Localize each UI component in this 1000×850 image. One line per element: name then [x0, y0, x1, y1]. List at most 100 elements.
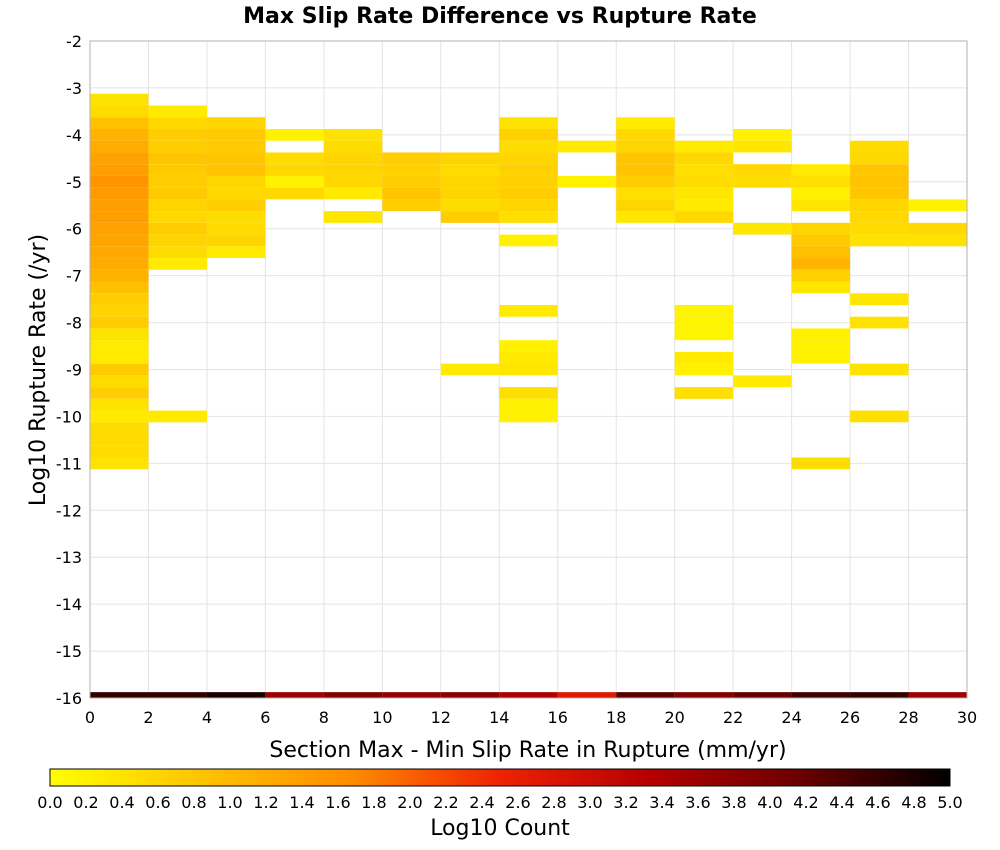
heatmap-cell [674, 211, 734, 223]
heatmap-cell [90, 445, 149, 458]
heatmap-cell [440, 175, 500, 188]
heatmap-cell [90, 164, 149, 176]
heatmap-cell [908, 199, 967, 212]
x-tick-label: 6 [260, 708, 270, 727]
heatmap-cell [616, 187, 675, 200]
heatmap-cell [265, 164, 324, 176]
heatmap-cell [148, 222, 207, 235]
heatmap-cell [148, 211, 207, 223]
heatmap-cell [733, 175, 792, 188]
heatmap-cell [733, 128, 792, 141]
heatmap-cell [674, 328, 734, 341]
heatmap-cell [674, 363, 734, 376]
heatmap-cell [90, 211, 149, 223]
heatmap-cell [90, 234, 149, 247]
heatmap-cell [616, 199, 675, 212]
colorbar-tick-label: 5.0 [937, 793, 962, 812]
heatmap-cell [733, 692, 792, 698]
heatmap-cell [323, 164, 383, 176]
heatmap-cell [674, 199, 734, 212]
heatmap-cell [733, 164, 792, 176]
heatmap-cell [440, 692, 500, 698]
heatmap-cell [616, 140, 675, 153]
heatmap-cell [674, 175, 734, 188]
heatmap-cell [323, 128, 383, 141]
heatmap-cell [148, 258, 207, 270]
x-tick-label: 16 [548, 708, 568, 727]
heatmap-cell [265, 152, 324, 165]
x-tick-label: 10 [372, 708, 392, 727]
x-tick-label: 12 [431, 708, 451, 727]
heatmap-cell [90, 199, 149, 212]
heatmap-cell [674, 692, 734, 698]
heatmap-cell [850, 222, 909, 235]
heatmap-cell [90, 281, 149, 294]
x-tick-label: 24 [781, 708, 801, 727]
heatmap-cell [499, 140, 558, 153]
heatmap-cell [499, 234, 558, 247]
heatmap-cell [850, 363, 909, 376]
heatmap-cell [499, 211, 558, 223]
heatmap-cell [557, 140, 617, 153]
heatmap-cell [440, 152, 500, 165]
heatmap-cell [850, 140, 909, 153]
heatmap-cell [90, 175, 149, 188]
heatmap-cell [908, 234, 967, 247]
colorbar-tick-label: 3.2 [613, 793, 638, 812]
y-tick-label: -12 [56, 501, 82, 520]
heatmap-cell [850, 199, 909, 212]
y-tick-label: -11 [56, 454, 82, 473]
heatmap-cell [616, 128, 675, 141]
heatmap-cell [90, 105, 149, 118]
x-tick-label: 0 [85, 708, 95, 727]
heatmap-cell [90, 258, 149, 270]
x-tick-label: 18 [606, 708, 626, 727]
heatmap-cell [791, 164, 851, 176]
heatmap-cell [265, 128, 324, 141]
heatmap-cell [499, 164, 558, 176]
heatmap-cell [90, 328, 149, 341]
colorbar-tick-label: 1.4 [289, 793, 314, 812]
heatmap-cell [90, 434, 149, 446]
y-tick-label: -3 [66, 79, 82, 98]
heatmap-cell [148, 199, 207, 212]
heatmap-cell [499, 351, 558, 364]
heatmap-cell [674, 316, 734, 329]
heatmap-cell [791, 258, 851, 270]
y-tick-label: -10 [56, 407, 82, 426]
heatmap-cell [148, 187, 207, 200]
heatmap-cell [382, 692, 441, 698]
heatmap-cell [850, 410, 909, 423]
colorbar-tick-label: 0.2 [73, 793, 98, 812]
heatmap-cell [440, 187, 500, 200]
heatmap-cell [90, 692, 149, 698]
x-tick-label: 20 [664, 708, 684, 727]
heatmap-cell [557, 175, 617, 188]
heatmap-cell [440, 199, 500, 212]
heatmap-cell [791, 175, 851, 188]
heatmap-cell [90, 316, 149, 329]
y-tick-label: -9 [66, 361, 82, 380]
heatmap-cell [850, 164, 909, 176]
heatmap-cell [616, 117, 675, 129]
colorbar-tick-label: 0.4 [109, 793, 134, 812]
heatmap-cell [791, 234, 851, 247]
y-tick-label: -6 [66, 220, 82, 239]
heatmap-cell [674, 387, 734, 399]
heatmap-cell [90, 351, 149, 364]
heatmap-cell [499, 152, 558, 165]
heatmap-cell [499, 387, 558, 399]
heatmap-cell [499, 187, 558, 200]
colorbar [49, 768, 951, 787]
heatmap-cell [382, 187, 441, 200]
heatmap-cell [206, 128, 266, 141]
heatmap-cell [206, 187, 266, 200]
y-tick-label: -2 [66, 32, 82, 51]
heatmap-cell [206, 164, 266, 176]
heatmap-cell [90, 246, 149, 259]
colorbar-tick-label: 0.8 [181, 793, 206, 812]
colorbar-tick-label: 2.6 [505, 793, 530, 812]
colorbar-tick-label: 2.4 [469, 793, 494, 812]
heatmap-cell [850, 187, 909, 200]
